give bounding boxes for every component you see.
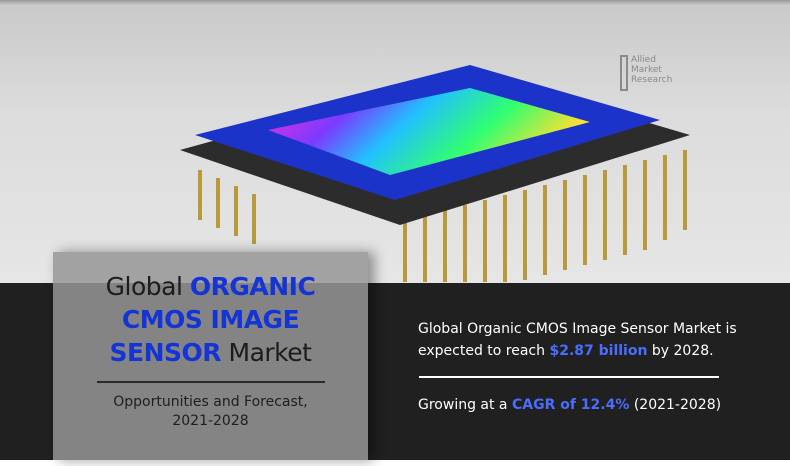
logo-mark-icon	[620, 55, 628, 91]
divider	[96, 381, 325, 383]
divider	[419, 376, 719, 378]
market-size-statement: Global Organic CMOS Image Sensor Market …	[418, 321, 737, 359]
cagr-statement: Growing at a CAGR of 12.4% (2021-2028)	[418, 396, 722, 413]
sensor-surface	[268, 88, 590, 175]
title-panel: Global ORGANIC CMOS IMAGE SENSOR Market …	[53, 252, 368, 460]
allied-market-research-logo: Allied Market Research	[620, 55, 673, 91]
logo-text: Allied	[631, 55, 656, 65]
cmos-sensor-chip-image	[180, 65, 690, 282]
key-stats: Global Organic CMOS Image Sensor Market …	[418, 318, 758, 416]
report-title: Global ORGANIC CMOS IMAGE SENSOR Market	[105, 272, 316, 367]
logo-text: Research	[631, 75, 673, 85]
hero-image-background	[0, 0, 790, 284]
top-border	[0, 0, 790, 6]
report-subtitle: Opportunities and Forecast, 2021-2028	[113, 394, 308, 429]
logo-text: Market	[631, 65, 662, 75]
chip-pins	[198, 150, 687, 282]
